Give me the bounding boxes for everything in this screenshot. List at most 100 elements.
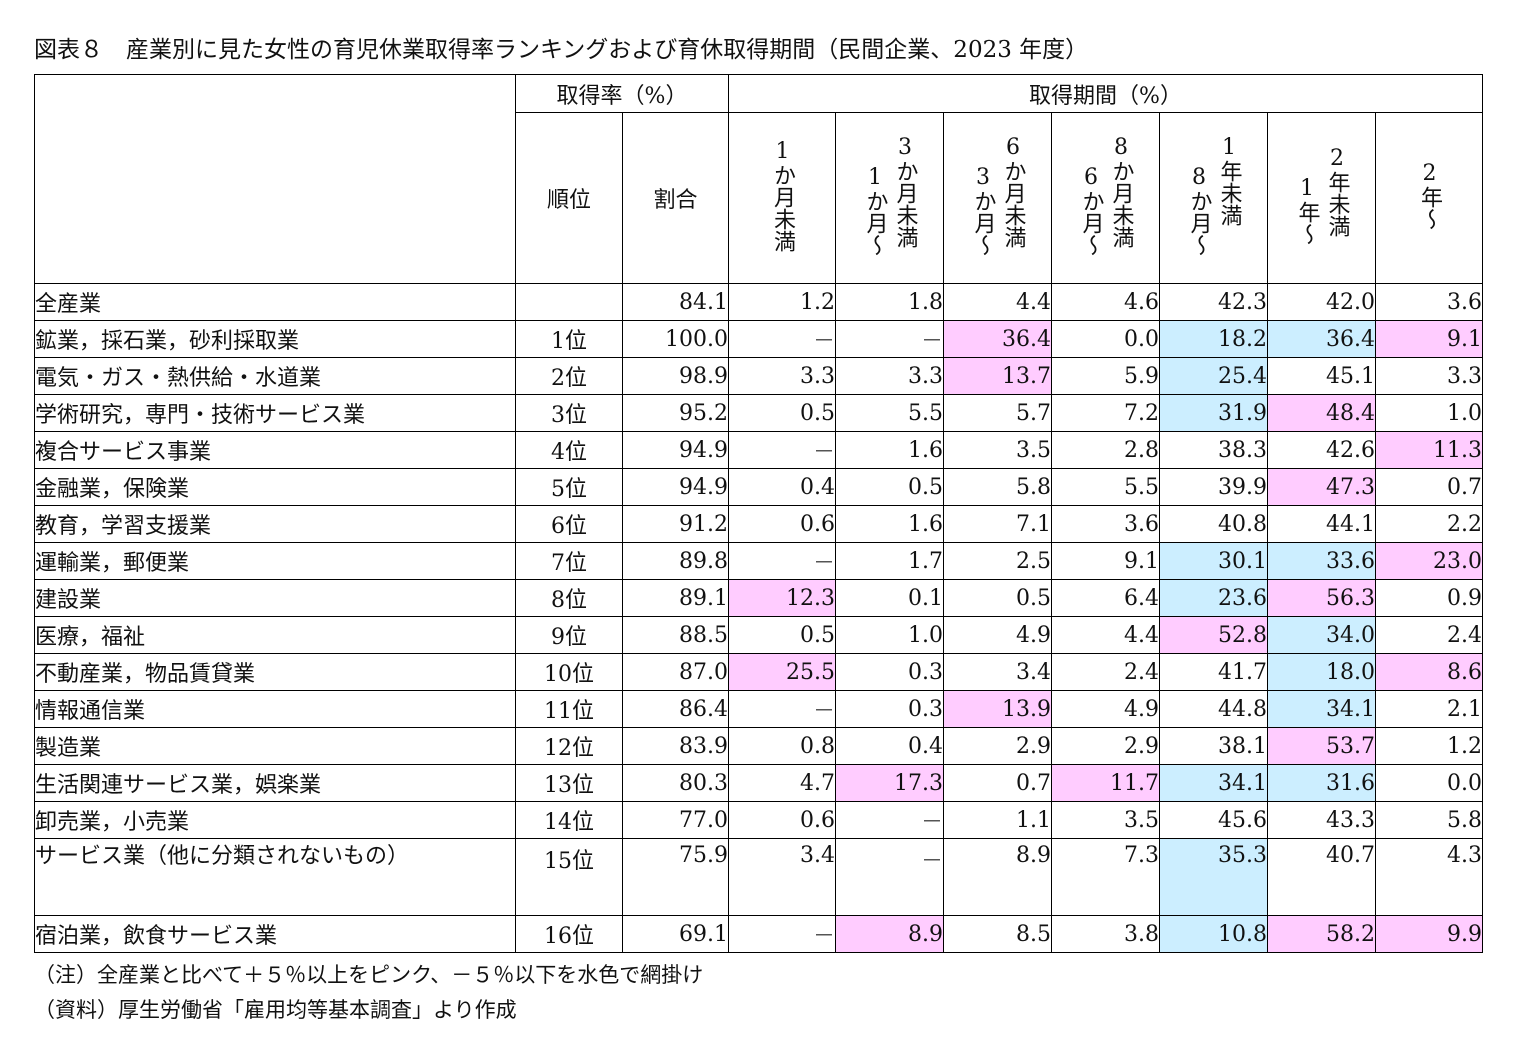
period-cell: 0.0 bbox=[1374, 764, 1484, 802]
period-cell: 1.6 bbox=[835, 431, 944, 469]
rank-cell: 7位 bbox=[515, 542, 623, 580]
period-cell: 2.1 bbox=[1374, 690, 1484, 728]
rank-cell: 16位 bbox=[515, 915, 623, 953]
period-cell: 4.3 bbox=[1374, 838, 1484, 916]
period-cell: 9.1 bbox=[1051, 542, 1160, 580]
period-cell: 0.9 bbox=[1374, 579, 1484, 617]
industry-label: 複合サービス事業 bbox=[34, 431, 516, 469]
period-cell: 2.5 bbox=[943, 542, 1052, 580]
industry-label: 生活関連サービス業，娯楽業 bbox=[34, 764, 516, 802]
header-group-rate: 取得率（%） bbox=[515, 74, 729, 113]
ratio-cell: 69.1 bbox=[622, 915, 729, 953]
rank-cell: 5位 bbox=[515, 468, 623, 506]
industry-label: 医療，福祉 bbox=[34, 616, 516, 654]
period-cell: 1.0 bbox=[1374, 394, 1484, 432]
rank-cell: 11位 bbox=[515, 690, 623, 728]
header-period-line: 1年未満 bbox=[1216, 134, 1242, 226]
period-cell: － bbox=[728, 542, 836, 580]
period-cell: － bbox=[835, 320, 944, 358]
period-cell: 0.5 bbox=[835, 468, 944, 506]
period-cell: 2.2 bbox=[1374, 505, 1484, 543]
period-cell: 10.8 bbox=[1159, 915, 1268, 953]
period-cell: 7.1 bbox=[943, 505, 1052, 543]
ratio-cell: 98.9 bbox=[622, 357, 729, 395]
ratio-cell: 75.9 bbox=[622, 838, 729, 916]
ratio-cell: 80.3 bbox=[622, 764, 729, 802]
period-cell: 42.6 bbox=[1267, 431, 1376, 469]
period-cell: － bbox=[835, 801, 944, 839]
industry-label: 電気・ガス・熱供給・水道業 bbox=[34, 357, 516, 395]
header-ratio: 割合 bbox=[622, 112, 729, 284]
period-cell: 5.8 bbox=[1374, 801, 1484, 839]
table-row: 不動産業，物品賃貸業 10位 87.0 25.5 0.3 3.4 2.4 41.7 18.0 8.… bbox=[34, 653, 1484, 691]
period-cell: 38.1 bbox=[1159, 727, 1268, 765]
table-row: 医療，福祉 9位 88.5 0.5 1.0 4.9 4.4 52.8 34.0 2.4 bbox=[34, 616, 1484, 654]
header-period-line: 6か月〜 bbox=[1078, 164, 1104, 256]
period-cell: 4.9 bbox=[1051, 690, 1160, 728]
period-cell: 2.4 bbox=[1051, 653, 1160, 691]
ratio-cell: 88.5 bbox=[622, 616, 729, 654]
source-text: （資料）厚生労働省「雇用均等基本調査」より作成 bbox=[34, 998, 517, 1022]
period-cell: 35.3 bbox=[1159, 838, 1268, 916]
industry-label: 情報通信業 bbox=[34, 690, 516, 728]
period-cell: 2.9 bbox=[1051, 727, 1160, 765]
footnotes: （注）全産業と比べて＋５％以上をピンク、－５％以下を水色で網掛け （資料）厚生労… bbox=[34, 958, 703, 1028]
ratio-cell: 91.2 bbox=[622, 505, 729, 543]
header-period-line: 8か月〜 bbox=[1186, 164, 1212, 256]
period-cell: 58.2 bbox=[1267, 915, 1376, 953]
period-cell: 2.4 bbox=[1374, 616, 1484, 654]
period-cell: 8.9 bbox=[943, 838, 1052, 916]
period-cell: 3.5 bbox=[943, 431, 1052, 469]
header-period-line: 2年〜 bbox=[1417, 160, 1442, 230]
industry-label: 建設業 bbox=[34, 579, 516, 617]
period-cell: 1.2 bbox=[728, 283, 836, 321]
industry-label: 教育，学習支援業 bbox=[34, 505, 516, 543]
period-cell: 0.3 bbox=[835, 653, 944, 691]
period-cell: 44.1 bbox=[1267, 505, 1376, 543]
period-cell: 0.6 bbox=[728, 801, 836, 839]
period-cell: 48.4 bbox=[1267, 394, 1376, 432]
industry-label: 鉱業，採石業，砂利採取業 bbox=[34, 320, 516, 358]
table-row: 生活関連サービス業，娯楽業 13位 80.3 4.7 17.3 0.7 11.7 34.1 31… bbox=[34, 764, 1484, 802]
header-period-line: 8か月未満 bbox=[1108, 134, 1134, 248]
period-cell: － bbox=[728, 915, 836, 953]
period-cell: 23.6 bbox=[1159, 579, 1268, 617]
header-period-line: 2年未満 bbox=[1324, 145, 1350, 237]
table-row: サービス業（他に分類されないもの） 15位 75.9 3.4 － 8.9 7.3 35.3 40… bbox=[34, 838, 1484, 916]
period-cell: 34.1 bbox=[1159, 764, 1268, 802]
period-cell: 1.1 bbox=[943, 801, 1052, 839]
period-cell: 38.3 bbox=[1159, 431, 1268, 469]
header-period-line: 1か月未満 bbox=[770, 138, 795, 252]
period-cell: 0.4 bbox=[728, 468, 836, 506]
header-group-period: 取得期間（%） bbox=[727, 74, 1484, 113]
rank-cell: 9位 bbox=[515, 616, 623, 654]
ratio-cell: 89.8 bbox=[622, 542, 729, 580]
period-cell: 0.3 bbox=[835, 690, 944, 728]
industry-label: 不動産業，物品賃貸業 bbox=[34, 653, 516, 691]
period-cell: 3.5 bbox=[1051, 801, 1160, 839]
period-cell: 5.9 bbox=[1051, 357, 1160, 395]
period-cell: 7.2 bbox=[1051, 394, 1160, 432]
period-cell: 11.3 bbox=[1374, 431, 1484, 469]
period-cell: 3.3 bbox=[835, 357, 944, 395]
period-cell: 7.3 bbox=[1051, 838, 1160, 916]
period-cell: 1.0 bbox=[835, 616, 944, 654]
period-cell: 0.5 bbox=[728, 616, 836, 654]
table-row: 製造業 12位 83.9 0.8 0.4 2.9 2.9 38.1 53.7 1.2 bbox=[34, 727, 1484, 765]
header-period-7: 2年〜 bbox=[1374, 112, 1484, 284]
period-cell: 0.5 bbox=[728, 394, 836, 432]
industry-label: 金融業，保険業 bbox=[34, 468, 516, 506]
industry-label: 製造業 bbox=[34, 727, 516, 765]
ratio-cell: 87.0 bbox=[622, 653, 729, 691]
header-period-2: 3か月未満 1か月〜 bbox=[835, 112, 944, 284]
ratio-cell: 84.1 bbox=[622, 283, 729, 321]
industry-label: 運輸業，郵便業 bbox=[34, 542, 516, 580]
table-row: 教育，学習支援業 6位 91.2 0.6 1.6 7.1 3.6 40.8 44.1 2.2 bbox=[34, 505, 1484, 543]
period-cell: 30.1 bbox=[1159, 542, 1268, 580]
header-period-5: 1年未満 8か月〜 bbox=[1159, 112, 1268, 284]
period-cell: 44.8 bbox=[1159, 690, 1268, 728]
period-cell: 1.8 bbox=[835, 283, 944, 321]
period-cell: － bbox=[728, 320, 836, 358]
period-cell: 25.5 bbox=[728, 653, 836, 691]
period-cell: 23.0 bbox=[1374, 542, 1484, 580]
